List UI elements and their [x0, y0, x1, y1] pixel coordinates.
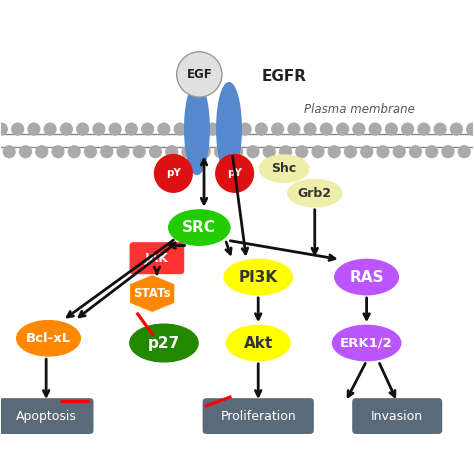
Ellipse shape: [130, 324, 198, 362]
Circle shape: [450, 123, 462, 135]
Circle shape: [68, 146, 80, 157]
FancyBboxPatch shape: [352, 398, 442, 434]
Text: Grb2: Grb2: [298, 187, 332, 200]
Circle shape: [61, 123, 72, 135]
Circle shape: [77, 123, 89, 135]
Circle shape: [207, 123, 219, 135]
Text: Bcl-xL: Bcl-xL: [26, 332, 71, 345]
Circle shape: [328, 146, 340, 157]
Text: SRC: SRC: [182, 220, 216, 235]
FancyBboxPatch shape: [129, 242, 184, 274]
Circle shape: [215, 146, 227, 157]
Ellipse shape: [224, 259, 292, 295]
Polygon shape: [131, 276, 173, 311]
Text: Akt: Akt: [244, 336, 273, 351]
Circle shape: [369, 123, 381, 135]
Circle shape: [198, 146, 210, 157]
Ellipse shape: [169, 210, 230, 245]
Ellipse shape: [288, 180, 342, 207]
Circle shape: [426, 146, 438, 157]
Circle shape: [3, 146, 15, 157]
Circle shape: [467, 123, 474, 135]
Text: EGFR: EGFR: [262, 69, 307, 84]
Circle shape: [264, 146, 275, 157]
Text: Plasma membrane: Plasma membrane: [304, 103, 415, 116]
Text: Shc: Shc: [272, 162, 297, 175]
Text: Proliferation: Proliferation: [220, 410, 296, 422]
Text: STATs: STATs: [133, 287, 171, 300]
Circle shape: [288, 123, 300, 135]
Circle shape: [44, 123, 56, 135]
Circle shape: [231, 146, 243, 157]
Circle shape: [410, 146, 421, 157]
Circle shape: [216, 155, 254, 192]
Circle shape: [312, 146, 324, 157]
Circle shape: [247, 146, 259, 157]
Circle shape: [28, 123, 40, 135]
Text: JAK: JAK: [145, 252, 169, 264]
Circle shape: [272, 123, 283, 135]
Circle shape: [337, 123, 348, 135]
FancyBboxPatch shape: [0, 398, 93, 434]
Circle shape: [296, 146, 308, 157]
Circle shape: [126, 123, 137, 135]
Ellipse shape: [185, 82, 209, 174]
Circle shape: [385, 123, 397, 135]
Ellipse shape: [335, 259, 398, 295]
Circle shape: [109, 123, 121, 135]
Circle shape: [93, 123, 105, 135]
Text: p27: p27: [148, 336, 180, 351]
Circle shape: [239, 123, 251, 135]
Circle shape: [101, 146, 113, 157]
Circle shape: [0, 123, 7, 135]
Circle shape: [223, 123, 235, 135]
Circle shape: [52, 146, 64, 157]
Circle shape: [133, 146, 145, 157]
Ellipse shape: [227, 325, 290, 361]
Circle shape: [12, 123, 24, 135]
Ellipse shape: [332, 325, 401, 361]
Ellipse shape: [217, 82, 241, 174]
Circle shape: [353, 123, 365, 135]
Circle shape: [142, 123, 154, 135]
Circle shape: [191, 123, 202, 135]
Ellipse shape: [259, 155, 309, 182]
Circle shape: [117, 146, 129, 157]
Circle shape: [36, 146, 47, 157]
Circle shape: [177, 52, 222, 97]
Circle shape: [174, 123, 186, 135]
Ellipse shape: [17, 320, 80, 356]
Text: pY: pY: [227, 168, 242, 178]
Text: Invasion: Invasion: [371, 410, 423, 422]
Circle shape: [393, 146, 405, 157]
Text: ERK1/2: ERK1/2: [340, 337, 393, 349]
Circle shape: [19, 146, 31, 157]
Circle shape: [280, 146, 292, 157]
Circle shape: [377, 146, 389, 157]
Circle shape: [255, 123, 267, 135]
Circle shape: [166, 146, 178, 157]
Circle shape: [345, 146, 356, 157]
Text: pY: pY: [166, 168, 181, 178]
Circle shape: [402, 123, 413, 135]
Circle shape: [84, 146, 96, 157]
Circle shape: [158, 123, 170, 135]
Circle shape: [150, 146, 161, 157]
Text: PI3K: PI3K: [238, 270, 278, 284]
Text: Apoptosis: Apoptosis: [16, 410, 77, 422]
Circle shape: [155, 155, 192, 192]
Circle shape: [434, 123, 446, 135]
Circle shape: [442, 146, 454, 157]
Circle shape: [361, 146, 373, 157]
Circle shape: [304, 123, 316, 135]
FancyBboxPatch shape: [202, 398, 314, 434]
Text: EGF: EGF: [186, 68, 212, 81]
Circle shape: [182, 146, 194, 157]
Circle shape: [458, 146, 470, 157]
Circle shape: [418, 123, 430, 135]
Circle shape: [320, 123, 332, 135]
Text: RAS: RAS: [349, 270, 384, 284]
